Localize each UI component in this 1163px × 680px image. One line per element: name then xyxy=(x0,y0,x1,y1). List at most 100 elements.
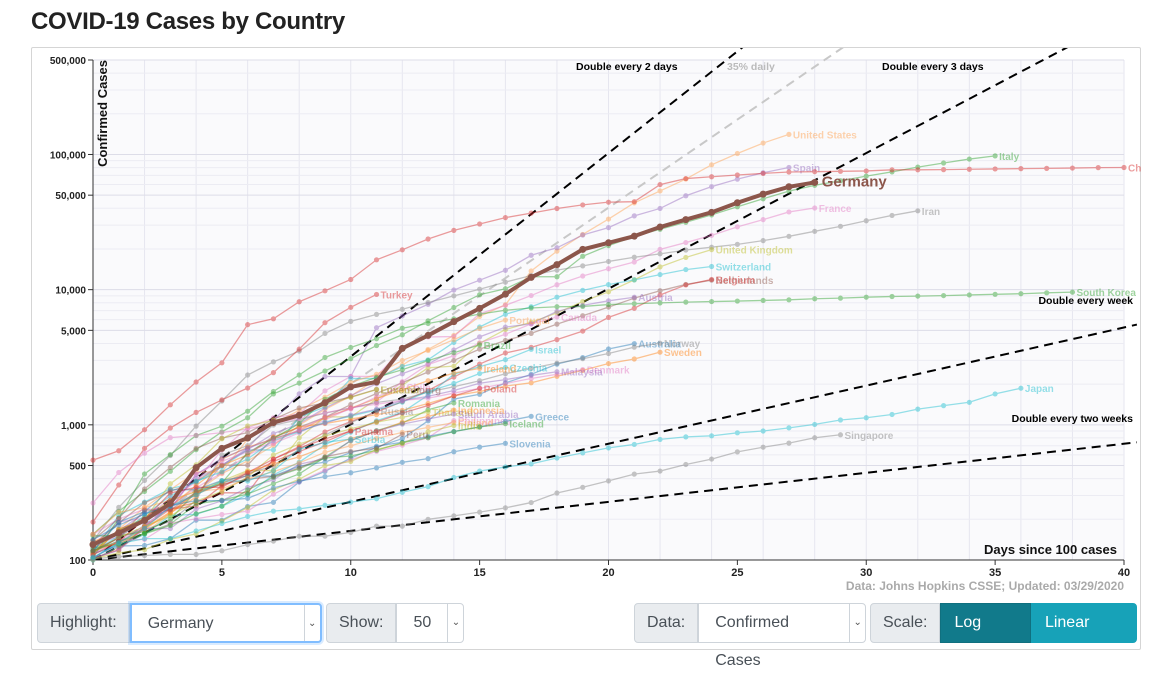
data-point xyxy=(451,357,457,364)
x-tick-label: 20 xyxy=(602,567,614,579)
data-point xyxy=(167,520,173,526)
data-point xyxy=(398,344,406,352)
data-point xyxy=(786,169,792,175)
data-point xyxy=(812,435,818,441)
data-point xyxy=(219,498,225,504)
data-point xyxy=(116,538,122,545)
series-line xyxy=(92,342,661,554)
data-point xyxy=(166,499,174,507)
data-point xyxy=(451,363,457,369)
data-point xyxy=(786,440,792,446)
data-point xyxy=(193,498,199,504)
data-point xyxy=(502,383,508,389)
data-point xyxy=(219,423,225,429)
data-point xyxy=(477,361,483,367)
data-point xyxy=(90,549,96,555)
y-tick-label: 1,000 xyxy=(61,421,86,432)
data-point xyxy=(116,547,122,553)
series-line xyxy=(92,293,377,523)
data-point xyxy=(477,346,483,352)
data-point xyxy=(786,131,792,137)
series-czechia: Czechia xyxy=(90,363,548,554)
linear-scale-button[interactable]: Linear Scale xyxy=(1030,603,1137,669)
highlight-select[interactable]: Germany ⌄ xyxy=(129,603,322,643)
series-line xyxy=(92,248,712,552)
data-point xyxy=(657,271,663,278)
data-point xyxy=(399,440,405,447)
data-point xyxy=(554,360,560,366)
data-point xyxy=(683,434,689,440)
data-point xyxy=(373,394,380,400)
data-point xyxy=(451,400,457,406)
data-point xyxy=(90,546,96,552)
data-point xyxy=(631,441,637,448)
data-point xyxy=(245,476,251,482)
data-point xyxy=(322,420,328,426)
reference-line xyxy=(93,323,1138,560)
data-point xyxy=(348,304,354,310)
data-point xyxy=(90,549,96,555)
data-point xyxy=(348,373,354,380)
data-point xyxy=(373,428,380,435)
data-point xyxy=(501,290,509,298)
data-point xyxy=(399,419,405,425)
data-point xyxy=(373,419,380,425)
data-point xyxy=(219,469,225,475)
data-point xyxy=(760,170,766,177)
series-greece: Greece xyxy=(90,412,570,554)
data-point xyxy=(90,555,96,561)
data-point xyxy=(322,533,328,539)
data-point xyxy=(1069,165,1076,171)
log-scale-button[interactable]: Log Scale xyxy=(940,603,1031,669)
data-point xyxy=(348,406,354,412)
data-point xyxy=(219,360,225,366)
series-layer: United States Spain Italy China France Iran Un… xyxy=(89,130,1142,563)
data-point xyxy=(425,433,431,440)
data-point xyxy=(399,410,405,416)
series-label: Greece xyxy=(535,412,569,423)
series-label: Serbia xyxy=(355,435,386,446)
data-point xyxy=(399,398,405,405)
series-label: Japan xyxy=(1025,384,1054,395)
data-point xyxy=(373,406,380,412)
data-point xyxy=(502,364,508,371)
y-tick-label: 100,000 xyxy=(50,150,87,161)
data-point xyxy=(296,426,302,433)
show-select[interactable]: 50 ⌄ xyxy=(396,603,465,643)
data-point xyxy=(219,455,225,461)
series-label: China xyxy=(1128,163,1142,174)
data-point xyxy=(322,454,328,460)
series-ireland: Ireland xyxy=(90,364,516,548)
series-line xyxy=(92,343,635,554)
data-point xyxy=(322,410,328,416)
data-point xyxy=(760,196,766,202)
data-point xyxy=(399,399,405,405)
data-point xyxy=(477,378,483,384)
data-point xyxy=(425,395,431,401)
data-point xyxy=(348,276,354,283)
data-point xyxy=(116,515,122,522)
data-select[interactable]: Confirmed Cases ⌄ xyxy=(698,603,867,669)
reference-line-label: Double every week xyxy=(1038,295,1133,307)
data-point xyxy=(193,479,199,485)
data-point xyxy=(193,492,199,498)
data-point xyxy=(580,356,586,362)
data-point xyxy=(322,467,328,473)
data-point xyxy=(270,436,277,442)
data-point xyxy=(296,422,302,428)
data-point xyxy=(477,221,483,227)
data-point xyxy=(709,244,715,250)
data-point xyxy=(90,548,96,554)
data-point xyxy=(141,427,148,433)
data-point xyxy=(295,411,303,419)
data-point xyxy=(219,478,225,484)
series-line xyxy=(92,296,635,559)
data-point xyxy=(348,448,354,455)
data-point xyxy=(90,548,96,554)
data-point xyxy=(296,407,302,413)
data-point xyxy=(399,379,405,385)
data-point xyxy=(219,398,225,404)
data-point xyxy=(193,432,199,438)
data-point xyxy=(90,548,96,554)
data-point xyxy=(580,354,586,361)
